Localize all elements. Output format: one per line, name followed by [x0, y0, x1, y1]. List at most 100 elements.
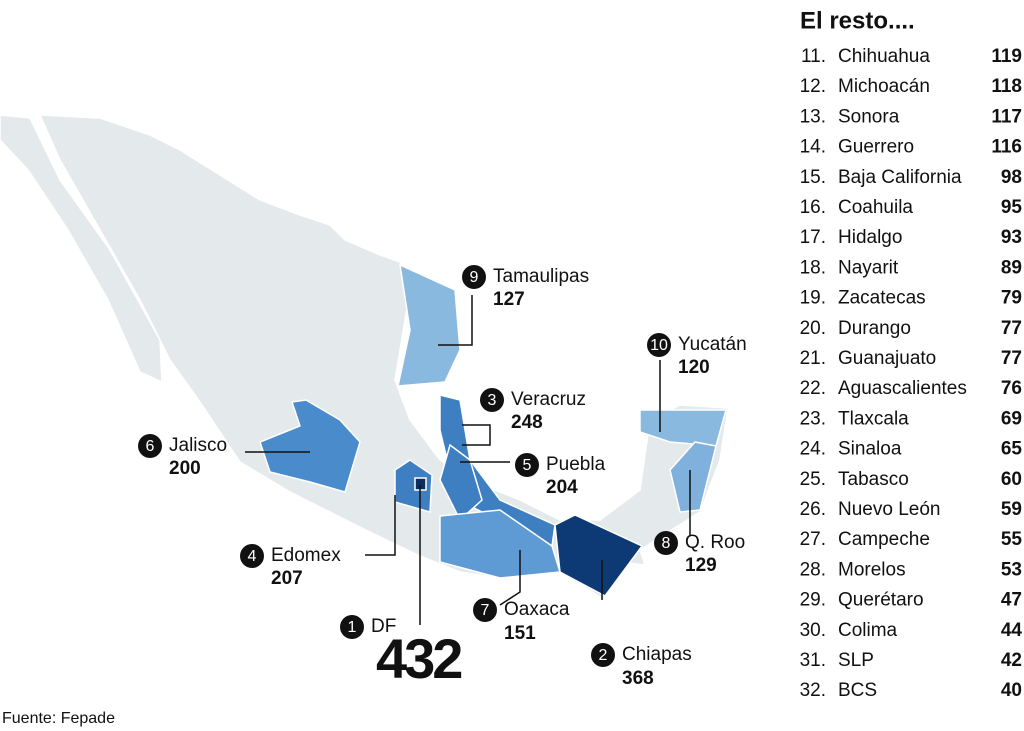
state-value: 129 [685, 555, 717, 576]
row-rank: 29. [800, 590, 826, 611]
leader-line [438, 295, 473, 346]
row-name: Chihuahua [838, 46, 930, 67]
rest-list: El resto.... 11. Chihuahua 119 12. Michoacán… [800, 7, 1023, 701]
leader-line [365, 495, 396, 556]
row-rank: 26. [800, 499, 826, 520]
row-name: Guanajuato [838, 348, 936, 369]
jalisco [259, 399, 361, 493]
row-name: Guerrero [838, 137, 914, 158]
row-value: 44 [1001, 620, 1023, 641]
leader-line [499, 550, 521, 606]
row-rank: 27. [800, 529, 826, 550]
row-name: Nuevo León [838, 499, 940, 520]
row-name: Baja California [838, 167, 962, 188]
state-value: 432 [376, 627, 461, 690]
row-value: 116 [991, 137, 1022, 158]
state-name: Oaxaca [504, 599, 570, 620]
row-value: 89 [1001, 257, 1022, 278]
state-value: 151 [504, 623, 536, 644]
map [0, 114, 729, 602]
row-rank: 30. [800, 620, 826, 641]
row-name: Campeche [838, 529, 930, 550]
row-name: BCS [838, 680, 877, 701]
row-value: 77 [1001, 318, 1022, 339]
state-value: 368 [622, 668, 654, 689]
row-name: Querétaro [838, 590, 924, 611]
row-value: 47 [1001, 590, 1022, 611]
state-name: DF [371, 616, 396, 637]
row-rank: 15. [800, 167, 826, 188]
rank-badge [515, 453, 539, 477]
rank-badge [654, 531, 678, 555]
row-rank: 14. [800, 137, 826, 158]
state-name: Veracruz [511, 389, 586, 410]
rank-badge [473, 598, 497, 622]
row-value: 65 [1001, 439, 1023, 460]
rank-number: 5 [523, 457, 532, 474]
leader-line [462, 424, 491, 446]
df [414, 477, 427, 491]
row-rank: 20. [800, 318, 826, 339]
state-value: 127 [493, 289, 525, 310]
row-value: 42 [1001, 650, 1022, 671]
chiapas [554, 514, 644, 597]
row-rank: 12. [800, 76, 826, 97]
row-value: 69 [1001, 408, 1022, 429]
puebla [439, 443, 483, 522]
rank-number: 1 [348, 619, 357, 636]
row-value: 95 [1001, 197, 1023, 218]
state-value: 204 [546, 477, 578, 498]
rank-badge [462, 265, 486, 289]
rank-number: 2 [599, 647, 608, 664]
row-value: 93 [1001, 227, 1022, 248]
rank-number: 9 [470, 269, 479, 286]
rank-number: 4 [248, 548, 257, 565]
row-name: SLP [838, 650, 874, 671]
row-value: 53 [1001, 559, 1022, 580]
rank-number: 10 [650, 337, 668, 354]
rank-number: 7 [481, 602, 490, 619]
row-rank: 31. [800, 650, 826, 671]
row-value: 55 [1001, 529, 1023, 550]
row-name: Tlaxcala [838, 408, 909, 429]
state-name: Tamaulipas [493, 266, 589, 287]
row-value: 119 [991, 46, 1022, 67]
row-name: Coahuila [838, 197, 913, 218]
row-value: 98 [1001, 167, 1022, 188]
row-value: 60 [1001, 469, 1022, 490]
state-name: Chiapas [622, 644, 692, 665]
row-name: Sonora [838, 106, 900, 127]
row-rank: 13. [800, 106, 826, 127]
rank-number: 8 [662, 535, 671, 552]
mainland [38, 114, 729, 602]
row-name: Aguascalientes [838, 378, 967, 399]
row-name: Nayarit [838, 257, 899, 278]
state-name: Edomex [271, 545, 341, 566]
row-name: Hidalgo [838, 227, 902, 248]
state-name: Puebla [546, 454, 606, 475]
source: Fuente: Fepade [2, 710, 115, 727]
row-value: 76 [1001, 378, 1022, 399]
rank-number: 6 [146, 438, 155, 455]
rank-badge [240, 544, 264, 568]
row-rank: 16. [800, 197, 826, 218]
row-name: Zacatecas [838, 288, 926, 309]
row-rank: 18. [800, 257, 826, 278]
rank-badge [340, 615, 364, 639]
row-rank: 28. [800, 559, 826, 580]
row-name: Tabasco [838, 469, 909, 490]
rank-badge [138, 434, 162, 458]
row-rank: 17. [800, 227, 826, 248]
rank-badge [591, 643, 615, 667]
row-value: 40 [1001, 680, 1022, 701]
row-value: 117 [991, 106, 1022, 127]
row-rank: 21. [800, 348, 826, 369]
row-rank: 19. [800, 288, 826, 309]
rank-number: 3 [488, 392, 497, 409]
rank-badge [647, 333, 671, 357]
state-name: Q. Roo [685, 532, 745, 553]
row-rank: 25. [800, 469, 826, 490]
row-rank: 32. [800, 680, 826, 701]
